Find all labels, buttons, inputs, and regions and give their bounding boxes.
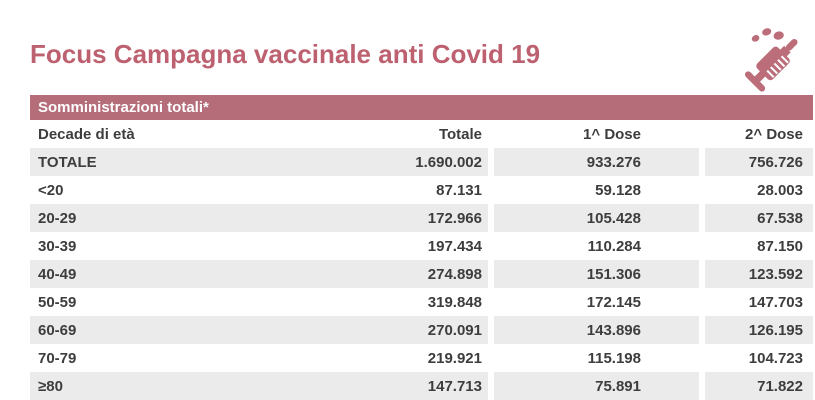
value-cell: 59.128 [488,176,699,204]
value-cell: 147.713 [315,372,488,400]
value-cell: 115.198 [488,344,699,372]
value-cell: 1.690.002 [315,148,488,176]
table-header-row: Decade di età Totale 1^ Dose 2^ Dose [30,120,813,148]
value-cell: 75.891 [488,372,699,400]
value-cell: 126.195 [699,316,813,344]
value-cell: 110.284 [488,232,699,260]
syringe-icon [738,12,812,98]
age-decade-cell: 60-69 [30,316,315,344]
value-cell: 87.150 [699,232,813,260]
age-decade-cell: <20 [30,176,315,204]
value-cell: 123.592 [699,260,813,288]
value-cell: 933.276 [488,148,699,176]
age-decade-cell: 40-49 [30,260,315,288]
value-cell: 319.848 [315,288,488,316]
value-cell: 147.703 [699,288,813,316]
table-row: ≥80 147.713 75.891 71.822 [30,372,813,400]
section-header-bar: Somministrazioni totali* [30,95,813,120]
value-cell: 151.306 [488,260,699,288]
age-decade-cell: ≥80 [30,372,315,400]
value-cell: 219.921 [315,344,488,372]
table-row: 40-49 274.898 151.306 123.592 [30,260,813,288]
section-header-label: Somministrazioni totali* [38,99,209,116]
value-cell: 71.822 [699,372,813,400]
column-header: 2^ Dose [699,120,813,148]
value-cell: 105.428 [488,204,699,232]
value-cell: 143.896 [488,316,699,344]
value-cell: 87.131 [315,176,488,204]
value-cell: 270.091 [315,316,488,344]
value-cell: 197.434 [315,232,488,260]
table-row: 70-79 219.921 115.198 104.723 [30,344,813,372]
age-decade-cell: 50-59 [30,288,315,316]
value-cell: 67.538 [699,204,813,232]
age-decade-cell: 70-79 [30,344,315,372]
value-cell: 28.003 [699,176,813,204]
value-cell: 756.726 [699,148,813,176]
age-decade-cell: TOTALE [30,148,315,176]
page-title: Focus Campagna vaccinale anti Covid 19 [30,39,541,69]
value-cell: 274.898 [315,260,488,288]
value-cell: 172.145 [488,288,699,316]
vaccination-table: Decade di età Totale 1^ Dose 2^ Dose TOTALE… [30,120,813,400]
table-row: <20 87.131 59.128 28.003 [30,176,813,204]
table-row: TOTALE 1.690.002 933.276 756.726 [30,148,813,176]
value-cell: 104.723 [699,344,813,372]
age-decade-cell: 20-29 [30,204,315,232]
table-row: 60-69 270.091 143.896 126.195 [30,316,813,344]
age-decade-cell: 30-39 [30,232,315,260]
column-header: Decade di età [30,120,315,148]
table-row: 20-29 172.966 105.428 67.538 [30,204,813,232]
column-header: 1^ Dose [488,120,699,148]
value-cell: 172.966 [315,204,488,232]
table-row: 50-59 319.848 172.145 147.703 [30,288,813,316]
table-row: 30-39 197.434 110.284 87.150 [30,232,813,260]
column-header: Totale [315,120,488,148]
